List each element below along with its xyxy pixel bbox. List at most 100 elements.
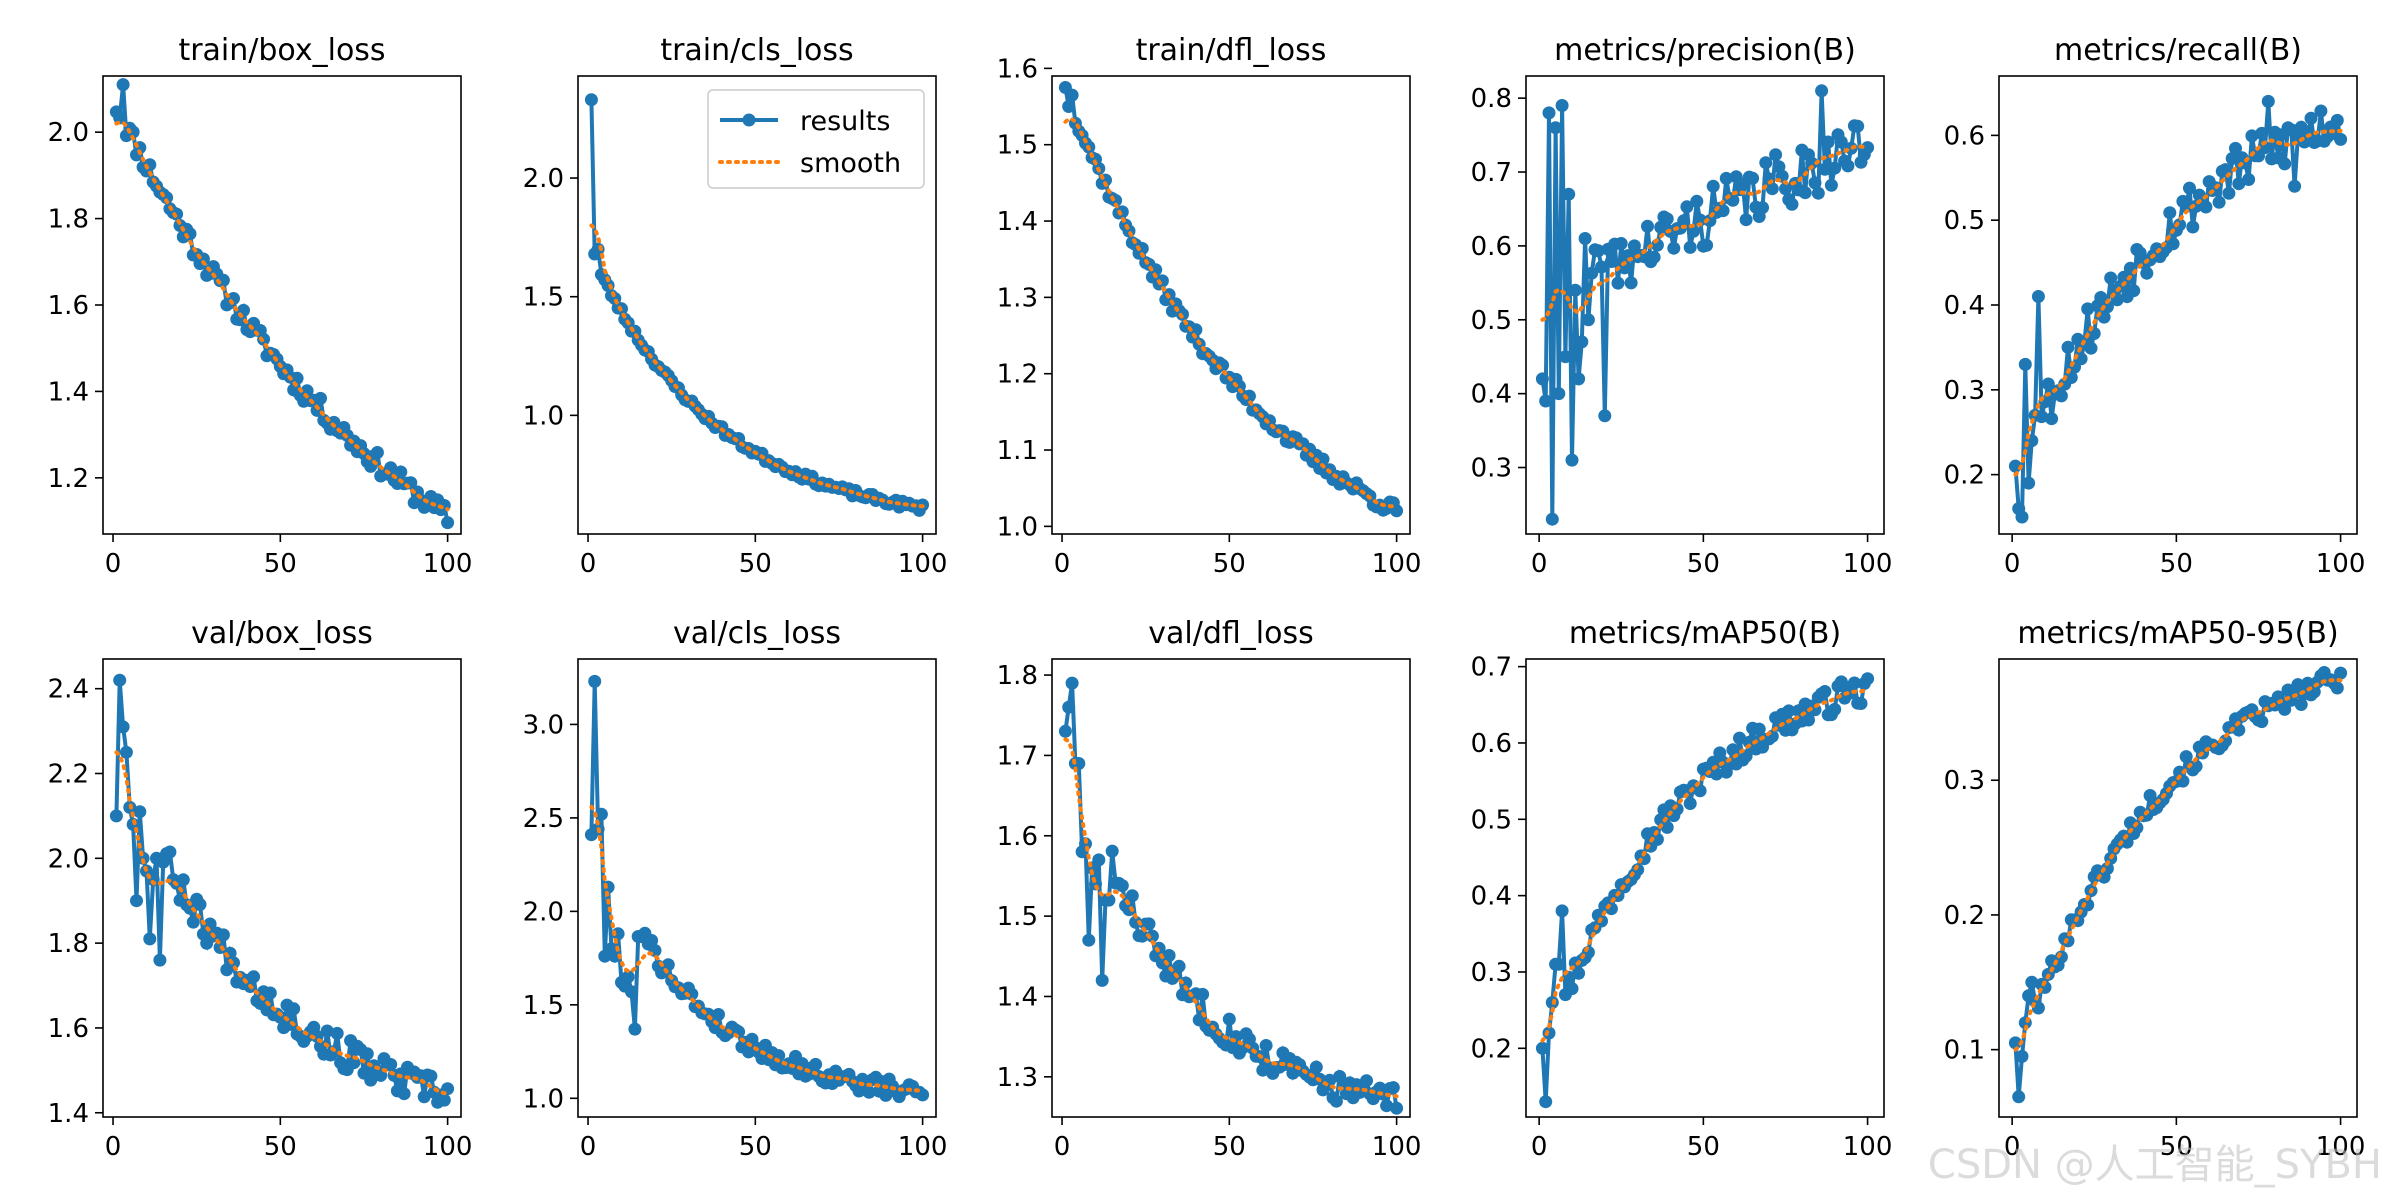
- results-point: [1726, 743, 1740, 757]
- results-point: [1578, 232, 1592, 245]
- results-point: [1316, 452, 1330, 466]
- y-tick-label: 3.0: [523, 710, 564, 740]
- results-point: [2015, 510, 2029, 524]
- y-tick-label: 2.0: [523, 164, 564, 194]
- results-point: [193, 898, 207, 911]
- results-point: [441, 516, 455, 530]
- results-point: [1746, 171, 1760, 185]
- results-point: [1844, 686, 1858, 700]
- results-point: [1782, 704, 1796, 718]
- results-point: [1380, 1099, 1394, 1113]
- results-point: [1765, 182, 1779, 196]
- results-point: [116, 720, 130, 734]
- y-tick-label: 1.0: [523, 1084, 564, 1114]
- results-point: [1386, 1081, 1400, 1095]
- results-point: [2330, 113, 2344, 127]
- results-point: [1102, 893, 1116, 907]
- y-tick-label: 1.3: [997, 283, 1038, 313]
- y-tick-label: 0.6: [1944, 121, 1985, 151]
- results-point: [1693, 213, 1707, 227]
- y-tick-label: 1.6: [48, 291, 89, 321]
- axes-frame: [102, 75, 462, 535]
- panel-title: val/cls_loss: [673, 616, 841, 651]
- results-point: [2081, 302, 2095, 316]
- x-tick-label: 50: [739, 549, 772, 579]
- y-tick-label: 0.6: [1471, 232, 1512, 262]
- x-tick-label: 0: [580, 549, 597, 579]
- results-point: [1390, 1101, 1404, 1115]
- panel-title: val/box_loss: [191, 616, 373, 651]
- legend-results-marker: [742, 113, 756, 127]
- results-point: [608, 949, 622, 963]
- results-point: [2084, 341, 2098, 355]
- results-point: [370, 446, 384, 459]
- x-tick-label: 50: [2160, 1132, 2193, 1162]
- results-point: [143, 932, 157, 946]
- x-tick-label: 0: [1531, 549, 1548, 579]
- results-point: [1129, 915, 1143, 929]
- x-tick-label: 100: [423, 1132, 473, 1162]
- results-point: [1390, 504, 1404, 518]
- panel-5: val/box_loss 0 50 100 1.4 1.6 1.8 2.0 2.2 2.4: [48, 616, 473, 1162]
- results-point: [394, 465, 408, 479]
- results-line: [1540, 90, 1870, 520]
- results-point: [2008, 1036, 2022, 1050]
- results-point: [2291, 678, 2305, 692]
- results-point: [2183, 181, 2196, 195]
- results-point: [1667, 241, 1681, 255]
- y-tick-label: 2.0: [523, 897, 564, 927]
- x-tick-label: 0: [1054, 1132, 1071, 1162]
- results-point: [1690, 194, 1704, 208]
- axes-frame: [102, 658, 462, 1118]
- x-tick-label: 100: [1843, 1132, 1893, 1162]
- legend-smooth-label: smooth: [800, 148, 901, 179]
- y-tick-label: 1.5: [523, 283, 564, 313]
- results-point: [1535, 372, 1549, 386]
- results-point: [2100, 300, 2114, 314]
- panel-title: train/dfl_loss: [1136, 33, 1327, 68]
- x-tick-label: 0: [1054, 549, 1071, 579]
- results-point: [2212, 195, 2226, 209]
- results-point: [263, 986, 277, 1000]
- y-tick-label: 1.5: [523, 991, 564, 1021]
- results-point: [2232, 177, 2246, 191]
- results-point: [417, 1090, 431, 1104]
- results-point: [1539, 394, 1553, 408]
- results-point: [1125, 889, 1139, 903]
- x-tick-label: 0: [105, 549, 122, 579]
- x-tick-label: 50: [1687, 1132, 1720, 1162]
- results-point: [1785, 197, 1799, 211]
- y-tick-label: 0.5: [1471, 805, 1512, 835]
- panel-title: metrics/mAP50-95(B): [2017, 616, 2338, 651]
- results-point: [437, 1093, 451, 1107]
- results-point: [2261, 94, 2275, 108]
- results-point: [1542, 106, 1556, 120]
- panel-title: metrics/mAP50(B): [1569, 616, 1841, 651]
- results-point: [133, 805, 147, 819]
- y-tick-label: 1.7: [997, 741, 1038, 771]
- y-tick-label: 0.8: [1471, 84, 1512, 114]
- results-point: [2061, 340, 2075, 354]
- results-point: [2314, 104, 2328, 118]
- results-point: [113, 673, 127, 687]
- results-point: [1614, 237, 1628, 250]
- results-point: [2035, 410, 2049, 424]
- smooth-line: [1540, 687, 1870, 1043]
- y-tick-label: 1.8: [48, 205, 89, 235]
- results-point: [2015, 1049, 2029, 1063]
- results-point: [2255, 126, 2269, 140]
- results-point: [621, 970, 635, 984]
- results-point: [273, 1010, 287, 1024]
- y-tick-label: 0.1: [1944, 1036, 1985, 1066]
- results-point: [1660, 212, 1674, 226]
- results-point: [588, 674, 602, 688]
- results-point: [1572, 372, 1586, 386]
- panel-2: train/dfl_loss 0 50 100 1.0 1.1 1.2 1.3 1.4 1.5 1.…: [997, 33, 1422, 579]
- results-point: [2081, 898, 2095, 912]
- y-tick-label: 0.3: [1471, 454, 1512, 484]
- results-line: [114, 680, 450, 1108]
- panel-title: val/dfl_loss: [1148, 616, 1313, 651]
- results-point: [1808, 176, 1822, 190]
- results-point: [2225, 152, 2239, 165]
- results-point: [1189, 323, 1203, 337]
